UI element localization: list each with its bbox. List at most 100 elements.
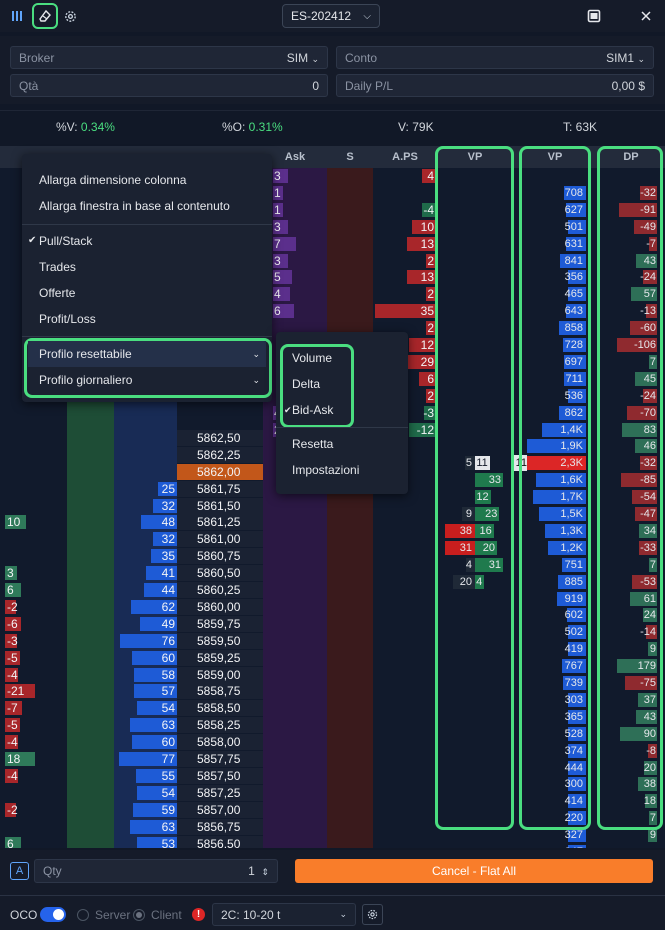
price-cell[interactable]: 5860,75 xyxy=(177,548,263,565)
ladder-row[interactable]: 5857,75 77 18 xyxy=(0,751,665,768)
ask-row[interactable]: 7 13 xyxy=(0,236,665,253)
ladder-row[interactable]: 5861,25 48 10 xyxy=(0,514,665,531)
menu-item-expand-window[interactable]: Allarga finestra in base al contenuto xyxy=(39,199,230,213)
price-cell[interactable]: 5857,75 xyxy=(177,751,263,768)
ladder-row[interactable]: 5862,00 xyxy=(0,463,665,481)
ladder-row[interactable]: 5860,00 62 -2 xyxy=(0,598,665,616)
price-cell[interactable]: 5860,00 xyxy=(177,598,263,615)
ladder-row[interactable]: 5860,75 35 xyxy=(0,548,665,565)
price-cell[interactable]: 5858,75 xyxy=(177,683,263,700)
price-cell[interactable]: 5856,75 xyxy=(177,818,263,835)
ladder-row[interactable]: 5861,50 32 xyxy=(0,497,665,515)
ladder-row[interactable]: 5862,50 xyxy=(0,429,665,447)
price-cell[interactable]: 5857,25 xyxy=(177,784,263,801)
ladder-row[interactable]: 5860,50 41 3 xyxy=(0,565,665,582)
ask-row[interactable]: 1 -4 xyxy=(0,202,665,219)
header-vp-1[interactable]: VP xyxy=(437,146,513,168)
ask-row[interactable]: 6 35 xyxy=(0,303,665,320)
menu-item-pull-stack[interactable]: ✔ Pull/Stack xyxy=(22,228,272,254)
submenu-item-delta[interactable]: Delta xyxy=(292,377,321,391)
oco-toggle[interactable] xyxy=(40,907,66,922)
bars-icon[interactable] xyxy=(8,6,28,26)
price-cell[interactable]: 5862,25 xyxy=(177,446,263,463)
menu-item-expand-column[interactable]: Allarga dimensione colonna xyxy=(39,173,187,187)
ladder-row[interactable]: 5856,75 63 xyxy=(0,818,665,836)
price-cell[interactable]: 5857,00 xyxy=(177,801,263,818)
ladder-row[interactable]: 5857,50 55 -4 xyxy=(0,767,665,785)
ladder-row[interactable]: 5858,00 60 -4 xyxy=(0,734,665,751)
submenu-item-volume[interactable]: Volume xyxy=(292,351,333,365)
price-cell[interactable]: 5859,75 xyxy=(177,615,263,632)
ask-row[interactable]: 1 xyxy=(0,185,665,202)
ask-row[interactable]: 3 10 xyxy=(0,219,665,236)
header-s[interactable]: S xyxy=(327,146,373,168)
price-cell[interactable]: 5856,50 xyxy=(177,835,263,848)
price-cell[interactable]: 5861,50 xyxy=(177,497,263,514)
ladder-row[interactable]: 5857,00 59 -2 xyxy=(0,801,665,819)
ladder-row[interactable]: 5859,00 58 -4 xyxy=(0,666,665,684)
price-cell[interactable]: 5862,00 xyxy=(177,463,263,480)
header-ask[interactable]: Ask xyxy=(263,146,327,168)
price-cell[interactable]: 5857,50 xyxy=(177,767,263,784)
price-cell[interactable]: 5861,00 xyxy=(177,531,263,548)
ask-row[interactable]: 5 13 xyxy=(0,269,665,286)
client-radio[interactable] xyxy=(133,909,145,921)
vp-volume-bar xyxy=(568,777,586,792)
menu-item-offerte[interactable]: Offerte xyxy=(39,286,76,300)
menu-item-profilo-giornaliero[interactable]: Profilo giornaliero ⌄ xyxy=(22,367,272,393)
header-aps[interactable]: A.PS xyxy=(373,146,437,168)
submenu-item-bid-ask[interactable]: ✔ Bid-Ask xyxy=(276,397,408,423)
menu-item-trades[interactable]: Trades xyxy=(39,260,76,274)
price-cell[interactable]: 5862,50 xyxy=(177,429,263,446)
price-cell[interactable]: 5858,50 xyxy=(177,700,263,717)
ladder-row[interactable]: 5859,25 60 -5 xyxy=(0,649,665,667)
ask-row[interactable]: 12 xyxy=(0,337,665,354)
price-cell[interactable]: 5859,50 xyxy=(177,632,263,649)
ask-row[interactable]: 6 xyxy=(0,371,665,388)
symbol-select[interactable]: ES-202412 ⌵ xyxy=(282,4,380,28)
price-cell[interactable]: 5859,25 xyxy=(177,649,263,666)
close-icon[interactable] xyxy=(636,6,656,26)
auto-button[interactable]: A xyxy=(10,862,29,880)
price-cell[interactable]: 5859,00 xyxy=(177,666,263,683)
ladder-row[interactable]: 5859,75 49 -6 xyxy=(0,615,665,633)
menu-item-profit-loss[interactable]: Profit/Loss xyxy=(39,312,96,326)
header-dp[interactable]: DP xyxy=(597,146,665,168)
price-cell[interactable]: 5861,75 xyxy=(177,480,263,497)
submenu-item-impostazioni[interactable]: Impostazioni xyxy=(292,463,360,477)
gear-icon[interactable] xyxy=(60,6,80,26)
menu-item-profilo-resettabile[interactable]: Profilo resettabile ⌄ xyxy=(28,341,266,367)
aps-bar xyxy=(425,287,435,302)
ask-row[interactable]: 2 xyxy=(0,320,665,337)
price-cell[interactable]: 5860,50 xyxy=(177,565,263,582)
strategy-gear-icon[interactable] xyxy=(362,904,383,925)
conto-select[interactable]: Conto SIM1 ⌄ xyxy=(336,46,654,69)
ladder-row[interactable]: 5861,75 25 xyxy=(0,480,665,498)
submenu-item-resetta[interactable]: Resetta xyxy=(292,437,334,451)
price-cell[interactable]: 5858,25 xyxy=(177,717,263,734)
ladder-row[interactable]: 5862,25 xyxy=(0,446,665,464)
ladder-row[interactable]: 5858,50 54 -7 xyxy=(0,700,665,717)
cancel-flat-all-button[interactable]: Cancel - Flat All xyxy=(295,859,653,883)
ladder-row[interactable]: 5860,25 44 6 xyxy=(0,582,665,599)
ladder-row[interactable]: 5861,00 32 xyxy=(0,531,665,548)
header-vp-2[interactable]: VP xyxy=(513,146,597,168)
ladder-row[interactable]: 5858,25 63 -5 xyxy=(0,717,665,734)
price-cell[interactable]: 5858,00 xyxy=(177,734,263,751)
price-cell[interactable]: 5860,25 xyxy=(177,582,263,599)
ladder-row[interactable]: 5859,50 76 -3 xyxy=(0,632,665,650)
qty-input[interactable]: Qty 1 ⇕ xyxy=(34,859,278,883)
server-radio[interactable] xyxy=(77,909,89,921)
window-icon[interactable] xyxy=(584,6,604,26)
eraser-icon[interactable] xyxy=(32,3,58,29)
broker-select[interactable]: Broker SIM ⌄ xyxy=(10,46,328,69)
ladder-row[interactable]: 5858,75 57 -21 xyxy=(0,683,665,700)
strategy-select[interactable]: 2C: 10-20 t ⌄ xyxy=(212,903,356,926)
ask-row[interactable]: 2 xyxy=(0,388,665,405)
ladder-row[interactable]: 5857,25 54 xyxy=(0,784,665,802)
ladder-row[interactable]: 5856,50 53 6 xyxy=(0,835,665,848)
price-cell[interactable]: 5861,25 xyxy=(177,514,263,531)
